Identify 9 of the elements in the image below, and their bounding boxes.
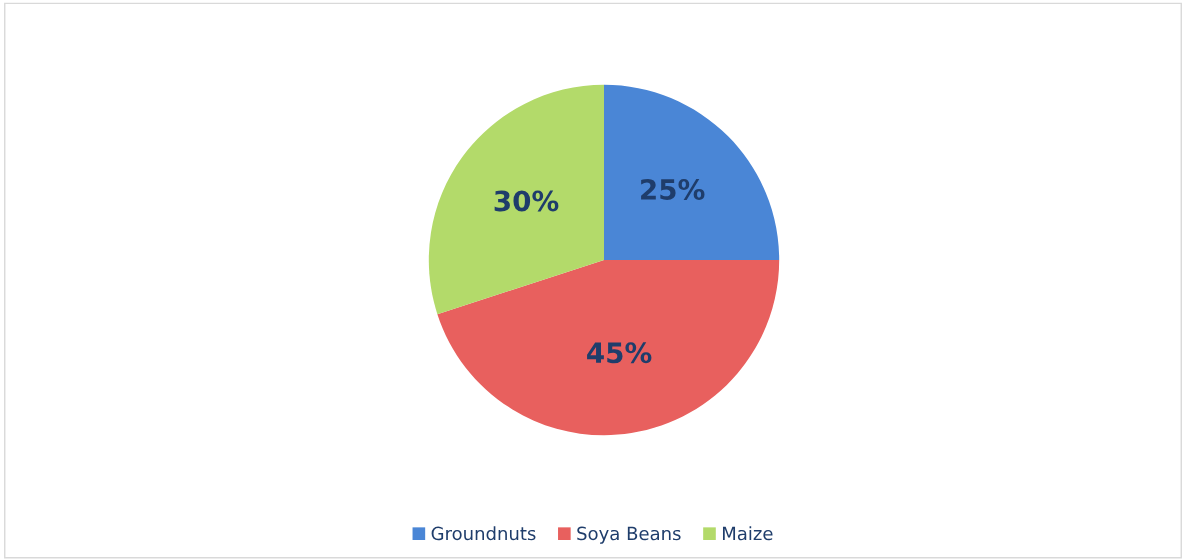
pie-slice (428, 84, 604, 315)
pie-slice (437, 260, 780, 436)
legend-label: Groundnuts (431, 526, 536, 541)
data-label: 25% (641, 178, 705, 200)
pie-slice (604, 84, 780, 260)
data-label: 45% (587, 342, 652, 364)
legend-label: Maize (722, 526, 773, 541)
data-label: 30% (494, 190, 559, 212)
legend-label: Soya Beans (577, 526, 681, 544)
